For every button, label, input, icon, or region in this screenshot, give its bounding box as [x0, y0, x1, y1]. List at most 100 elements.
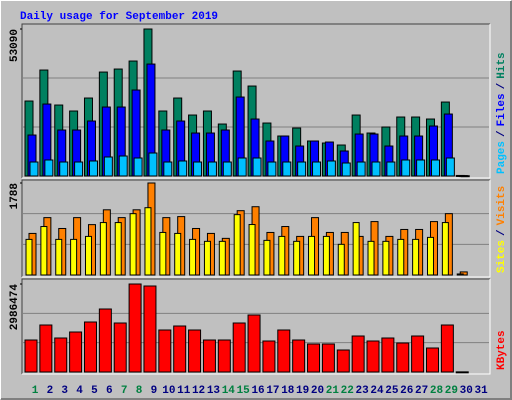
bar — [396, 342, 410, 373]
day-label: 2 — [47, 385, 54, 397]
bar — [277, 329, 291, 373]
bar — [59, 161, 69, 177]
bar — [159, 231, 167, 276]
panel-bevel — [22, 24, 491, 179]
bar — [247, 314, 261, 373]
day-label: 13 — [207, 385, 221, 397]
bar — [118, 155, 128, 177]
bar — [397, 238, 405, 276]
day-label: 16 — [251, 385, 264, 397]
bar — [297, 161, 307, 177]
bar — [308, 235, 316, 276]
legend-entry: Visits — [496, 186, 508, 226]
day-label: 10 — [162, 385, 175, 397]
bar — [293, 240, 301, 276]
bar — [307, 343, 321, 373]
bar — [40, 226, 48, 276]
bar — [233, 214, 241, 276]
bar — [371, 161, 381, 177]
bar — [351, 335, 365, 373]
day-label: 12 — [192, 385, 205, 397]
day-label: 8 — [136, 385, 143, 397]
bar — [29, 161, 39, 177]
bar — [445, 157, 455, 177]
bar — [278, 235, 286, 276]
day-label: 1 — [32, 385, 39, 397]
bar — [84, 235, 92, 276]
day-label: 3 — [61, 385, 68, 397]
bar — [460, 175, 470, 178]
bar — [456, 273, 464, 276]
bar — [103, 156, 113, 177]
day-label: 4 — [76, 385, 83, 397]
bar — [267, 161, 277, 177]
panel-bevel — [22, 180, 491, 278]
bar — [386, 161, 396, 177]
bar — [381, 337, 395, 373]
bar — [441, 222, 449, 276]
day-label: 29 — [445, 385, 458, 397]
bar — [401, 159, 411, 177]
bar — [282, 161, 292, 177]
bar — [44, 159, 54, 177]
legend-entry: Sites — [496, 240, 508, 273]
legend-entry: Files — [496, 93, 508, 126]
legend: KBytes — [496, 330, 508, 370]
bar — [193, 161, 203, 177]
y-max-label: 1788 — [9, 183, 21, 210]
bar — [25, 238, 33, 276]
bar — [148, 152, 158, 177]
bar — [70, 238, 78, 276]
bar — [113, 322, 127, 373]
day-label: 27 — [415, 385, 428, 397]
bar — [356, 161, 366, 177]
panel-bevel — [21, 278, 490, 374]
panel-bevel — [21, 23, 490, 178]
day-label: 17 — [266, 385, 279, 397]
bar — [440, 324, 454, 373]
day-label: 14 — [222, 385, 236, 397]
legend-entry: Hits — [496, 52, 508, 78]
graph-title: Daily usage for September 2019 — [20, 11, 218, 23]
panel-bevel — [22, 279, 491, 375]
bar — [39, 324, 53, 373]
bar — [178, 160, 188, 177]
bar — [321, 343, 335, 373]
bar — [262, 340, 276, 373]
bar — [202, 339, 216, 373]
bar — [411, 335, 425, 373]
bar — [292, 339, 306, 373]
day-label: 21 — [326, 385, 340, 397]
legend-separator: / — [496, 130, 508, 137]
day-label: 23 — [356, 385, 370, 397]
bar — [128, 283, 142, 373]
bar — [88, 160, 98, 177]
day-label: 6 — [106, 385, 113, 397]
legend-entry: Pages — [496, 141, 508, 174]
bar — [83, 321, 97, 373]
bar — [455, 371, 469, 374]
bar — [207, 161, 217, 177]
day-label: 18 — [281, 385, 295, 397]
bar — [382, 240, 390, 276]
bar — [163, 161, 173, 177]
bar — [133, 157, 143, 177]
bar — [352, 222, 360, 276]
bar — [173, 325, 187, 373]
bar — [416, 159, 426, 177]
bar — [99, 222, 107, 276]
bar — [425, 347, 439, 373]
bar — [98, 308, 112, 373]
y-max-label: 2986474 — [9, 284, 21, 331]
day-label: 19 — [296, 385, 309, 397]
bar — [430, 159, 440, 177]
bar — [337, 243, 345, 276]
legend: Pages / Files / Hits — [496, 52, 508, 174]
bar — [189, 238, 197, 276]
bar — [322, 235, 330, 276]
day-label: 22 — [341, 385, 354, 397]
legend-separator: / — [496, 82, 508, 89]
bar — [263, 239, 271, 276]
bar — [114, 222, 122, 276]
